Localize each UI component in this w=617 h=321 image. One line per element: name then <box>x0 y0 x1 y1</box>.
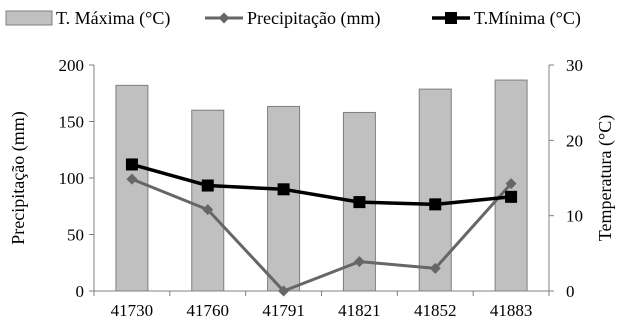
x-tick-label: 41852 <box>414 301 457 320</box>
left-tick-label: 0 <box>76 282 85 301</box>
legend-label: T.Mínima (°C) <box>474 8 581 29</box>
marker-t-minima <box>429 198 442 211</box>
marker-t-minima <box>125 158 138 171</box>
legend-label: Precipitação (mm) <box>247 8 380 29</box>
bar-t-maxima <box>267 105 301 292</box>
marker-precipitacao <box>126 173 138 185</box>
x-tick-label: 41883 <box>490 301 533 320</box>
marker-precipitacao <box>353 256 365 268</box>
marker-t-minima <box>505 190 518 203</box>
marker-precipitacao <box>505 178 517 190</box>
marker-t-minima <box>277 183 290 196</box>
marker-t-minima <box>353 196 366 209</box>
right-tick-label: 10 <box>566 207 583 226</box>
left-tick-label: 100 <box>59 169 85 188</box>
marker-precipitacao <box>202 204 214 216</box>
x-tick-label: 41760 <box>187 301 230 320</box>
right-tick-label: 30 <box>566 56 583 75</box>
x-tick-label: 41821 <box>338 301 381 320</box>
legend-marker-t-minima <box>445 12 457 24</box>
left-axis-title: Precipitação (mm) <box>8 111 29 244</box>
legend-marker-precipitacao <box>218 12 230 24</box>
left-tick-label: 200 <box>59 56 85 75</box>
left-tick-label: 50 <box>67 226 84 245</box>
right-tick-label: 0 <box>566 282 575 301</box>
x-tick-label: 41730 <box>111 301 154 320</box>
x-tick-label: 41791 <box>262 301 305 320</box>
bar-t-maxima <box>191 109 225 292</box>
marker-precipitacao <box>278 285 290 297</box>
legend-label: T. Máxima (°C) <box>56 8 170 29</box>
line-precipitacao <box>131 177 513 293</box>
bar-t-maxima <box>115 84 149 292</box>
left-tick-label: 150 <box>59 113 85 132</box>
line-t-minima <box>131 162 512 207</box>
bar-t-maxima <box>418 88 452 292</box>
right-axis-title: Temperatura (°C) <box>595 115 616 241</box>
legend-swatch-t-maxima <box>5 10 53 26</box>
marker-t-minima <box>201 179 214 192</box>
marker-precipitacao <box>429 262 441 274</box>
right-tick-label: 20 <box>566 131 583 150</box>
